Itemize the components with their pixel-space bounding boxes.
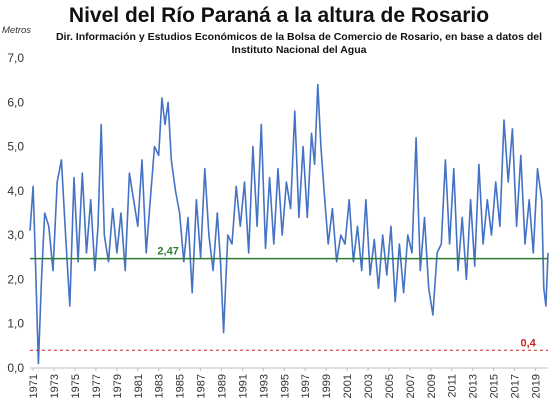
x-tick-label: 1995 (279, 374, 291, 398)
x-tick-label: 2003 (363, 374, 375, 398)
y-tick-label: 1,0 (7, 317, 24, 331)
x-tick-label: 2009 (426, 374, 438, 398)
x-tick-label: 2015 (489, 374, 501, 398)
y-tick-label: 5,0 (7, 140, 24, 154)
x-tick-label: 1997 (300, 374, 312, 398)
x-tick-label: 2005 (384, 374, 396, 398)
y-tick-label: 2,0 (7, 272, 24, 286)
x-tick-label: 1989 (217, 374, 229, 398)
x-tick-label: 1975 (70, 374, 82, 398)
x-tick-label: 1979 (112, 374, 124, 398)
y-tick-label: 6,0 (7, 95, 24, 109)
y-tick-label: 7,0 (7, 51, 24, 65)
y-tick-label: 4,0 (7, 184, 24, 198)
x-tick-label: 2017 (510, 374, 522, 398)
series-line (29, 83, 549, 365)
x-tick-label: 1977 (91, 374, 103, 398)
y-tick-label: 3,0 (7, 228, 24, 242)
x-tick-label: 1983 (154, 374, 166, 398)
x-tick-label: 2013 (468, 374, 480, 398)
x-tick-label: 2007 (405, 374, 417, 398)
chart-subtitle: Dir. Información y Estudios Económicos d… (40, 31, 558, 57)
y-axis-label: Metros (2, 25, 32, 36)
x-tick-label: 1971 (28, 374, 40, 398)
x-tick-label: 1991 (237, 374, 249, 398)
x-tick-label: 1993 (258, 374, 270, 398)
subtitle-line-1: Dir. Información y Estudios Económicos d… (55, 31, 543, 43)
chart-title: Nivel del Río Paraná a la altura de Rosa… (68, 4, 490, 27)
x-tick-label: 2011 (447, 374, 459, 398)
x-tick-label: 1973 (49, 374, 61, 398)
minimum-reference-label: 0,4 (520, 337, 536, 349)
x-tick-label: 1999 (321, 374, 333, 398)
x-tick-label: 2001 (342, 374, 354, 398)
average-reference-label: 2,47 (157, 246, 178, 258)
x-tick-label: 1985 (175, 374, 187, 398)
x-tick-label: 1981 (133, 374, 145, 398)
x-tick-label: 1987 (196, 374, 208, 398)
x-tick-label: 2019 (530, 374, 542, 398)
subtitle-line-2: Instituto Nacional del Agua (231, 44, 367, 56)
y-tick-label: 0,0 (7, 361, 24, 375)
